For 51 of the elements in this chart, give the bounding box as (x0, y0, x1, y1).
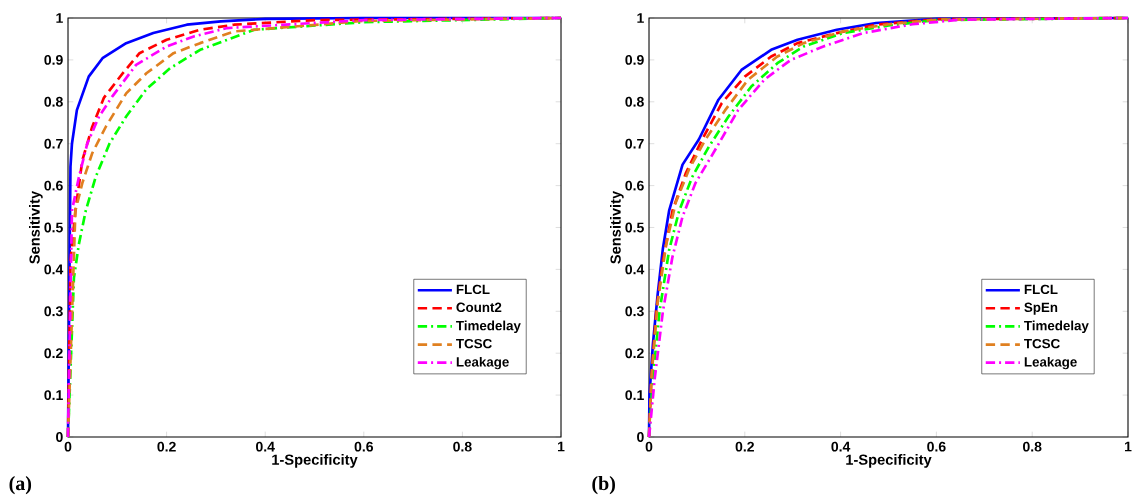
legend-label: Timedelay (456, 320, 521, 333)
text: (a) (9, 476, 32, 495)
y-tick-label: 0 (637, 432, 644, 442)
x-tick-label: 0.8 (453, 441, 472, 452)
y-axis-title: Sensitivity (610, 190, 624, 264)
y-tick-label: 0.6 (625, 180, 644, 191)
y-tick-label: 0.1 (625, 390, 644, 401)
line-series (66, 16, 563, 439)
x-tick-label: 0.6 (927, 441, 946, 452)
legend-label: FLCL (456, 284, 490, 295)
y-axis-title: Sensitivity (29, 190, 43, 264)
y-tick-label: 0.5 (44, 222, 63, 233)
y-tick-label: 0.3 (44, 306, 63, 317)
y-tick-label: 0.3 (625, 306, 644, 317)
x-tick-label: 0.8 (1023, 441, 1042, 452)
y-tick-label: 0.6 (44, 180, 63, 191)
y-tick-label: 1 (56, 13, 63, 23)
legend-label: Leakage (456, 356, 509, 370)
y-tick-label: 0.5 (625, 222, 644, 233)
y-tick-label: 0.2 (625, 348, 644, 359)
legend-label: Leakage (1024, 356, 1077, 370)
y-tick-label: 0.8 (625, 96, 644, 107)
x-tick-label: 0.2 (157, 441, 176, 452)
x-tick-label: 0.4 (831, 441, 851, 452)
x-axis-title: 1-Specificity (272, 454, 358, 468)
y-tick-label: 0.7 (625, 138, 644, 149)
y-tick-label: 0.4 (44, 264, 64, 275)
legend-label: Timedelay (1024, 320, 1089, 333)
legend-label: SpEn (1024, 302, 1058, 315)
x-tick-label: 0 (645, 441, 653, 452)
y-tick-label: 0.1 (44, 390, 63, 401)
y-tick-label: 0.4 (625, 264, 645, 275)
y-tick-label: 1 (637, 13, 644, 23)
y-tick-label: 0.2 (44, 348, 63, 359)
x-tick-label: 1 (557, 441, 565, 452)
y-tick-label: 0.9 (44, 54, 63, 65)
y-tick-label: 0.7 (44, 138, 63, 149)
x-tick-label: 0.4 (256, 441, 275, 452)
legend-label: FLCL (1024, 284, 1058, 295)
x-tick-label: 0 (64, 441, 72, 452)
legend-label: TCSC (1024, 338, 1060, 349)
y-tick-label: 0 (56, 432, 63, 442)
x-tick-label: 0.2 (735, 441, 754, 452)
x-tick-label: 1 (1124, 441, 1132, 452)
y-tick-label: 0.8 (44, 96, 63, 107)
legend-label: Count2 (456, 302, 502, 313)
x-tick-label: 0.6 (354, 441, 374, 452)
x-axis-title: 1-Specificity (846, 454, 932, 468)
legend-label: TCSC (456, 338, 492, 349)
y-tick-label: 0.9 (625, 54, 644, 65)
text: (b) (592, 476, 615, 495)
